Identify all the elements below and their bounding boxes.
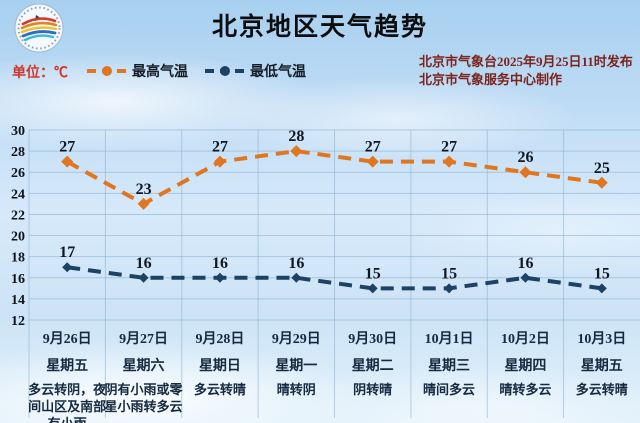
date-label: 9月30日 xyxy=(348,332,398,347)
page-title: 北京地区天气趋势 xyxy=(211,14,428,41)
date-column: 10月2日星期四晴转多云 xyxy=(485,328,565,398)
data-point-marker xyxy=(61,155,74,168)
weather-description: 阴转晴 xyxy=(353,382,393,397)
data-point-label: 17 xyxy=(59,244,75,261)
weather-description: 多云转晴 xyxy=(575,382,628,397)
unit-label: 单位：℃ xyxy=(12,66,68,81)
weekday-label: 星期四 xyxy=(504,359,547,374)
high-temp-legend-label: 最高气温 xyxy=(132,65,188,80)
data-point-label: 25 xyxy=(594,160,610,177)
data-point-label: 27 xyxy=(212,139,228,156)
issue-line-1: 北京市气象台2025年9月25日11时发布 xyxy=(419,54,633,69)
data-point-label: 27 xyxy=(365,139,381,156)
date-label: 9月27日 xyxy=(119,332,169,347)
data-point-marker xyxy=(138,272,149,283)
data-point-marker xyxy=(213,155,226,168)
data-point-marker xyxy=(367,283,378,294)
high-temp-line xyxy=(66,149,603,206)
logo-graphic xyxy=(14,3,64,53)
y-axis-tick-label: 14 xyxy=(11,293,25,308)
data-point-marker xyxy=(366,155,379,168)
weekday-label: 星期日 xyxy=(198,359,241,374)
data-point-label: 27 xyxy=(441,139,457,156)
date-column: 9月27日星期六阴有小雨或零星小雨转多云 xyxy=(103,328,183,415)
date-column: 10月1日星期三晴间多云 xyxy=(409,328,489,398)
y-axis-tick-label: 22 xyxy=(11,208,25,223)
weather-description: 多云转晴 xyxy=(193,382,246,397)
data-point-label: 15 xyxy=(441,265,457,282)
data-point-marker xyxy=(444,283,455,294)
weather-description: 晴转多云 xyxy=(499,382,552,397)
y-axis-tick-label: 18 xyxy=(11,251,25,266)
weekday-label: 星期三 xyxy=(428,359,471,374)
issue-line-2: 北京市气象服务中心制作 xyxy=(419,72,563,87)
weekday-label: 星期二 xyxy=(351,359,394,374)
data-point-marker xyxy=(137,197,150,210)
data-point-label: 16 xyxy=(517,255,533,272)
y-axis-tick-label: 26 xyxy=(11,166,25,181)
data-point-label: 23 xyxy=(136,181,152,198)
date-label: 10月2日 xyxy=(500,332,550,347)
date-column: 9月29日星期一晴转阴 xyxy=(256,328,336,398)
chart-legend: 最高气温 最低气温 xyxy=(86,61,306,81)
legend-dot xyxy=(102,66,112,76)
legend-dot xyxy=(220,66,230,76)
weekday-label: 星期五 xyxy=(580,359,623,374)
weekday-label: 星期六 xyxy=(122,359,165,374)
data-point-label: 28 xyxy=(288,128,304,145)
y-axis-tick-label: 30 xyxy=(11,124,25,139)
data-point-marker xyxy=(62,262,73,273)
y-axis-tick-label: 20 xyxy=(11,230,25,245)
weekday-label: 星期一 xyxy=(275,359,318,374)
data-point-marker xyxy=(520,272,531,283)
y-axis-tick-label: 16 xyxy=(11,272,25,287)
date-column: 9月30日星期二阴转晴 xyxy=(333,328,413,398)
data-point-label: 15 xyxy=(594,265,610,282)
data-point-label: 15 xyxy=(365,265,381,282)
data-point-marker xyxy=(291,272,302,283)
low-temp-line xyxy=(66,265,603,291)
weather-description: 晴间多云 xyxy=(423,382,476,397)
data-point-marker xyxy=(595,176,608,189)
meteorological-service-logo xyxy=(12,2,66,54)
high-temp-line-sample xyxy=(87,66,127,76)
date-column: 10月3日星期五多云转晴 xyxy=(562,328,640,398)
y-axis-tick-label: 12 xyxy=(11,314,25,329)
date-label: 10月3日 xyxy=(577,332,627,347)
date-label: 10月1日 xyxy=(424,332,474,347)
low-temp-legend-label: 最低气温 xyxy=(250,65,306,80)
data-point-marker xyxy=(214,272,225,283)
issue-info: 北京市气象台2025年9月25日11时发布 北京市气象服务中心制作 xyxy=(419,53,633,89)
date-label: 9月29日 xyxy=(271,332,321,347)
data-point-label: 27 xyxy=(59,139,75,156)
y-axis-tick-label: 28 xyxy=(11,145,25,160)
weekday-label: 星期五 xyxy=(46,359,89,374)
weather-description: 多云转阴，夜间山区及南部有小雨 xyxy=(28,382,107,423)
date-label: 9月28日 xyxy=(195,332,245,347)
date-column: 9月28日星期日多云转晴 xyxy=(180,328,260,398)
weather-description: 阴有小雨或零星小雨转多云 xyxy=(104,382,183,414)
y-axis-tick-label: 24 xyxy=(11,187,25,202)
data-point-marker xyxy=(519,166,532,179)
data-point-label: 16 xyxy=(136,255,152,272)
data-point-marker xyxy=(290,145,303,158)
data-point-label: 16 xyxy=(288,255,304,272)
low-temp-line-sample xyxy=(205,66,245,76)
data-point-marker xyxy=(596,283,607,294)
weather-description: 晴转阴 xyxy=(276,382,316,397)
date-label: 9月26日 xyxy=(42,332,92,347)
data-point-label: 16 xyxy=(212,255,228,272)
data-point-label: 26 xyxy=(517,149,533,166)
data-point-marker xyxy=(443,155,456,168)
